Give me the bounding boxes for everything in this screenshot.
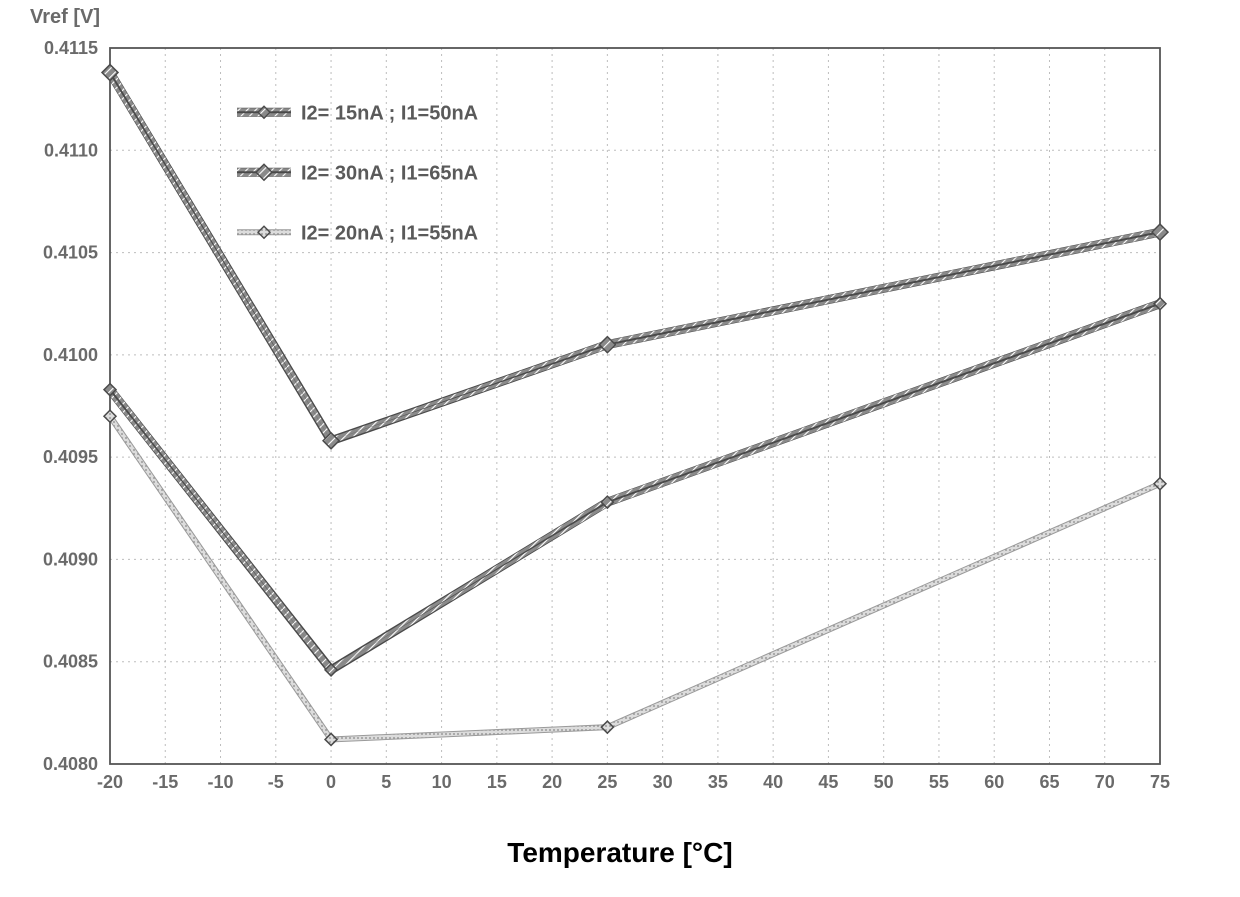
svg-text:-20: -20 (97, 772, 123, 792)
svg-text:0.4080: 0.4080 (43, 754, 98, 774)
svg-text:0.4095: 0.4095 (43, 447, 98, 467)
legend-label: I2= 20nA ; I1=55nA (301, 222, 478, 244)
svg-text:20: 20 (542, 772, 562, 792)
svg-text:10: 10 (432, 772, 452, 792)
svg-text:0.4090: 0.4090 (43, 549, 98, 569)
svg-text:0.4085: 0.4085 (43, 652, 98, 672)
chart-page: { "chart": { "type": "line", "ylabel": "… (0, 0, 1240, 897)
svg-text:70: 70 (1095, 772, 1115, 792)
svg-text:65: 65 (1039, 772, 1059, 792)
svg-text:-15: -15 (152, 772, 178, 792)
svg-text:75: 75 (1150, 772, 1170, 792)
legend-label: I2= 15nA ; I1=50nA (301, 102, 478, 124)
svg-text:60: 60 (984, 772, 1004, 792)
svg-text:0: 0 (326, 772, 336, 792)
svg-text:25: 25 (597, 772, 617, 792)
chart-svg: -20 -15 -10 -5 0 5 10 15 20 25 30 35 40 45 50 55 60 65 70 7… (0, 0, 1240, 897)
x-axis-label: Temperature [°C] (0, 837, 1240, 869)
svg-text:5: 5 (381, 772, 391, 792)
svg-text:-10: -10 (208, 772, 234, 792)
legend-label: I2= 30nA ; I1=65nA (301, 162, 478, 184)
svg-text:40: 40 (763, 772, 783, 792)
svg-text:0.4110: 0.4110 (44, 140, 98, 160)
svg-text:0.4115: 0.4115 (44, 38, 98, 58)
svg-text:0.4105: 0.4105 (43, 243, 98, 263)
svg-text:45: 45 (818, 772, 838, 792)
svg-text:15: 15 (487, 772, 507, 792)
svg-text:50: 50 (874, 772, 894, 792)
svg-text:0.4100: 0.4100 (43, 345, 98, 365)
svg-text:35: 35 (708, 772, 728, 792)
svg-text:-5: -5 (268, 772, 284, 792)
svg-text:55: 55 (929, 772, 949, 792)
svg-text:30: 30 (653, 772, 673, 792)
